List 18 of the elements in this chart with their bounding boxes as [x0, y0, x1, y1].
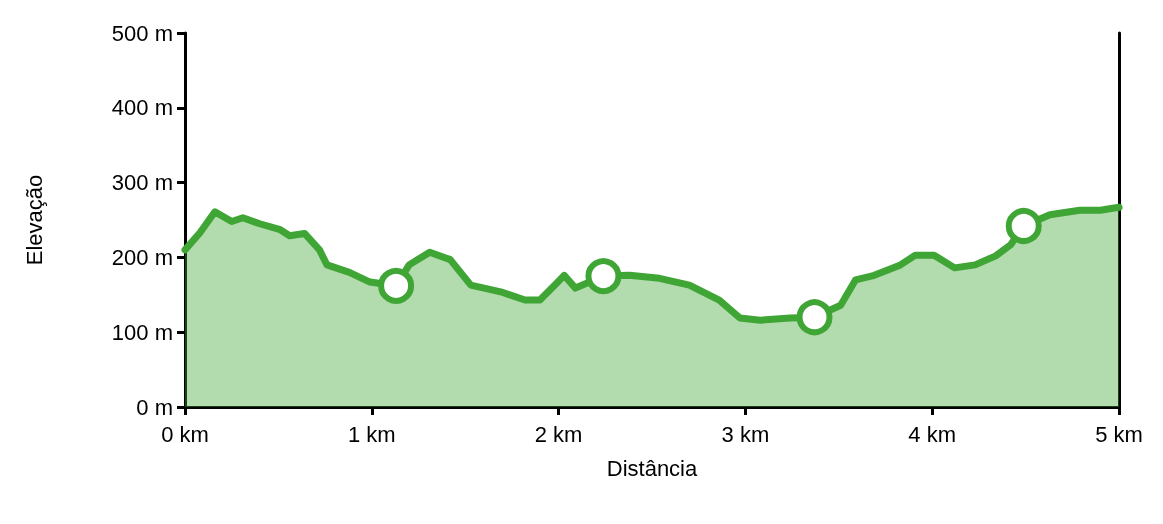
x-axis-title: Distância [606, 455, 698, 481]
y-tick-label: 300 m [111, 170, 173, 196]
x-tick-label: 1 km [347, 421, 396, 447]
point [378, 267, 415, 304]
point [1005, 207, 1042, 244]
x-tick-label: 5 km [1095, 421, 1143, 447]
y-tick-label: 100 m [111, 319, 173, 345]
y-tick-label: 500 m [111, 20, 173, 46]
y-tick-label: 400 m [111, 95, 173, 121]
point [796, 299, 833, 336]
y-tick-label: 200 m [111, 244, 173, 270]
point [585, 258, 622, 295]
x-tick-label: 0 km [161, 421, 209, 447]
x-tick-label: 4 km [908, 421, 957, 447]
y-tick-label: 0 m [136, 394, 173, 420]
x-tick-label: 2 km [534, 421, 583, 447]
x-tick-label: 3 km [721, 421, 770, 447]
y-axis-title: Elevação [21, 174, 47, 266]
